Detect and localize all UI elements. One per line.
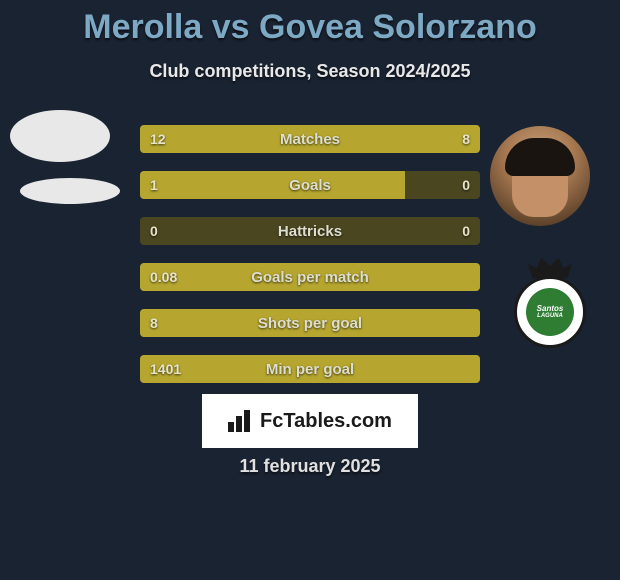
- stat-label: Hattricks: [140, 217, 480, 245]
- club-name-line2: LAGUNA: [537, 313, 563, 319]
- club-name-line1: Santos: [537, 305, 564, 313]
- stat-row: 1401Min per goal: [140, 355, 480, 383]
- player-left-club-badge: [20, 178, 120, 204]
- subtitle: Club competitions, Season 2024/2025: [0, 61, 620, 82]
- stat-row: 10Goals: [140, 171, 480, 199]
- brand-badge: FcTables.com: [202, 394, 418, 448]
- player-left-avatar: [10, 110, 110, 162]
- footer-date: 11 february 2025: [0, 456, 620, 477]
- stat-label: Goals: [140, 171, 480, 199]
- stats-container: 128Matches 10Goals 00Hattricks 0.08Goals pe…: [140, 125, 480, 401]
- player-right-club-badge: Santos LAGUNA: [500, 258, 600, 348]
- stat-label: Matches: [140, 125, 480, 153]
- stat-row: 8Shots per goal: [140, 309, 480, 337]
- player-right-avatar: [490, 126, 590, 226]
- chart-bars-icon: [228, 410, 254, 432]
- stat-label: Goals per match: [140, 263, 480, 291]
- brand-text: FcTables.com: [260, 410, 392, 433]
- stat-row: 128Matches: [140, 125, 480, 153]
- crown-icon: [528, 258, 572, 278]
- stat-row: 00Hattricks: [140, 217, 480, 245]
- stat-label: Min per goal: [140, 355, 480, 383]
- stat-label: Shots per goal: [140, 309, 480, 337]
- page-title: Merolla vs Govea Solorzano: [0, 0, 620, 47]
- stat-row: 0.08Goals per match: [140, 263, 480, 291]
